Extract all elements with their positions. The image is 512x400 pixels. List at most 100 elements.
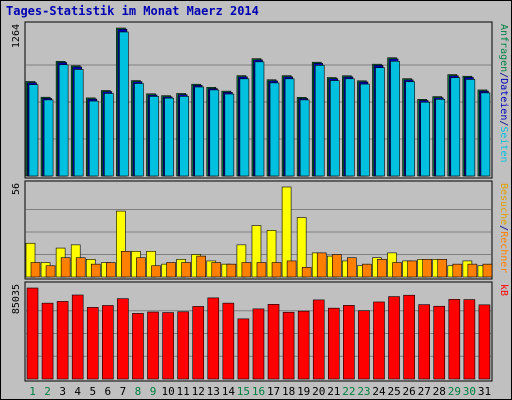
bar-seiten-13 bbox=[209, 89, 220, 177]
bar-seiten-20 bbox=[314, 65, 325, 177]
legend-entry: / bbox=[498, 72, 509, 78]
bar-kb-6 bbox=[102, 305, 114, 380]
bar-kb-26 bbox=[403, 294, 415, 380]
bar-rechner-23 bbox=[362, 263, 372, 278]
bar-rechner-27 bbox=[422, 259, 432, 278]
bar-seiten-12 bbox=[194, 86, 205, 177]
bar-rechner-12 bbox=[196, 255, 207, 278]
bar-seiten-8 bbox=[134, 83, 144, 177]
bar-besuche-16 bbox=[251, 225, 262, 278]
legend-entry: Besuche bbox=[498, 183, 509, 225]
bar-kb-9 bbox=[147, 311, 159, 380]
bar-rechner-6 bbox=[106, 262, 116, 278]
bar-rechner-3 bbox=[60, 257, 71, 278]
legend-entry: Rechner bbox=[498, 231, 509, 273]
ymax-label-mid: 56 bbox=[11, 183, 22, 195]
bar-besuche-9 bbox=[146, 250, 156, 278]
bar-seiten-21 bbox=[329, 80, 340, 177]
bar-rechner-9 bbox=[151, 265, 161, 278]
bar-kb-8 bbox=[132, 313, 144, 380]
bar-kb-30 bbox=[463, 299, 476, 380]
bar-rechner-28 bbox=[437, 259, 448, 278]
legend-entry: kB bbox=[498, 284, 509, 296]
bar-seiten-24 bbox=[375, 67, 385, 177]
bar-kb-5 bbox=[86, 307, 99, 380]
bar-rechner-22 bbox=[347, 257, 357, 278]
x-tick-label: 11 bbox=[177, 385, 190, 398]
bar-seiten-3 bbox=[58, 64, 69, 177]
legend-entry: / bbox=[498, 120, 509, 126]
legend-entry: Seiten bbox=[498, 126, 509, 162]
bar-rechner-14 bbox=[226, 263, 237, 278]
bar-kb-7 bbox=[117, 298, 129, 380]
bar-kb-19 bbox=[297, 310, 310, 380]
bar-kb-14 bbox=[222, 302, 235, 380]
x-tick-label: 29 bbox=[448, 385, 461, 398]
bar-seiten-9 bbox=[149, 96, 159, 177]
x-tick-label: 31 bbox=[478, 385, 491, 398]
ymax-label-bottom: 85035 bbox=[11, 284, 22, 314]
bar-seiten-15 bbox=[239, 78, 250, 177]
bar-kb-25 bbox=[388, 296, 400, 380]
bar-rechner-18 bbox=[286, 260, 297, 278]
bar-kb-12 bbox=[192, 306, 205, 380]
bar-rechner-15 bbox=[241, 262, 252, 278]
x-tick-label: 18 bbox=[282, 385, 295, 398]
bar-rechner-4 bbox=[75, 257, 86, 278]
bar-kb-3 bbox=[56, 301, 69, 380]
bar-besuche-15 bbox=[236, 244, 247, 278]
bar-seiten-14 bbox=[224, 93, 235, 177]
x-tick-label: 8 bbox=[135, 385, 142, 398]
bar-rechner-1 bbox=[30, 262, 41, 278]
bar-seiten-2 bbox=[43, 99, 54, 177]
bar-kb-27 bbox=[418, 304, 430, 380]
bar-rechner-26 bbox=[407, 260, 417, 278]
right-legend-bottom: kB bbox=[498, 284, 509, 296]
bar-kb-23 bbox=[358, 310, 370, 380]
bar-kb-1 bbox=[26, 287, 39, 380]
bar-rechner-5 bbox=[90, 263, 101, 278]
bar-seiten-31 bbox=[480, 92, 491, 177]
bar-rechner-25 bbox=[392, 262, 402, 278]
bar-rechner-21 bbox=[331, 254, 342, 278]
x-tick-label: 25 bbox=[387, 385, 400, 398]
bar-kb-18 bbox=[282, 311, 295, 380]
bar-seiten-29 bbox=[450, 77, 461, 177]
x-tick-label: 6 bbox=[105, 385, 112, 398]
bar-seiten-22 bbox=[345, 78, 355, 177]
x-tick-label: 16 bbox=[252, 385, 265, 398]
bar-seiten-16 bbox=[254, 61, 265, 177]
bar-seiten-23 bbox=[360, 83, 370, 177]
bar-besuche-17 bbox=[266, 230, 277, 278]
bar-kb-22 bbox=[343, 305, 355, 380]
bar-besuche-7 bbox=[116, 210, 126, 278]
legend-entry: Dateien bbox=[498, 78, 509, 120]
x-tick-label: 5 bbox=[89, 385, 96, 398]
x-tick-label: 7 bbox=[120, 385, 127, 398]
x-tick-label: 4 bbox=[74, 385, 81, 398]
x-tick-label: 21 bbox=[327, 385, 340, 398]
bar-rechner-17 bbox=[271, 262, 282, 278]
bar-rechner-29 bbox=[452, 263, 463, 278]
bar-seiten-27 bbox=[420, 101, 430, 177]
bar-rechner-24 bbox=[377, 259, 387, 278]
right-legend-top: Anfragen/Dateien/Seiten bbox=[498, 24, 509, 163]
bar-rechner-19 bbox=[301, 267, 312, 278]
bar-seiten-7 bbox=[119, 31, 129, 177]
bar-rechner-10 bbox=[166, 262, 176, 278]
bar-besuche-19 bbox=[296, 217, 307, 278]
x-tick-label: 2 bbox=[44, 385, 51, 398]
bar-seiten-10 bbox=[164, 97, 174, 177]
x-tick-label: 23 bbox=[357, 385, 370, 398]
chart-title: Tages-Statistik im Monat Maerz 2014 bbox=[6, 4, 259, 18]
x-tick-label: 24 bbox=[372, 385, 386, 398]
x-tick-label: 13 bbox=[207, 385, 220, 398]
x-tick-label: 14 bbox=[222, 385, 236, 398]
bar-seiten-11 bbox=[179, 96, 189, 177]
bar-seiten-19 bbox=[299, 99, 310, 177]
bar-besuche-1 bbox=[25, 242, 36, 278]
bar-seiten-30 bbox=[465, 79, 476, 177]
bar-seiten-18 bbox=[284, 78, 295, 177]
bar-seiten-5 bbox=[88, 100, 99, 177]
bar-rechner-16 bbox=[256, 262, 267, 278]
